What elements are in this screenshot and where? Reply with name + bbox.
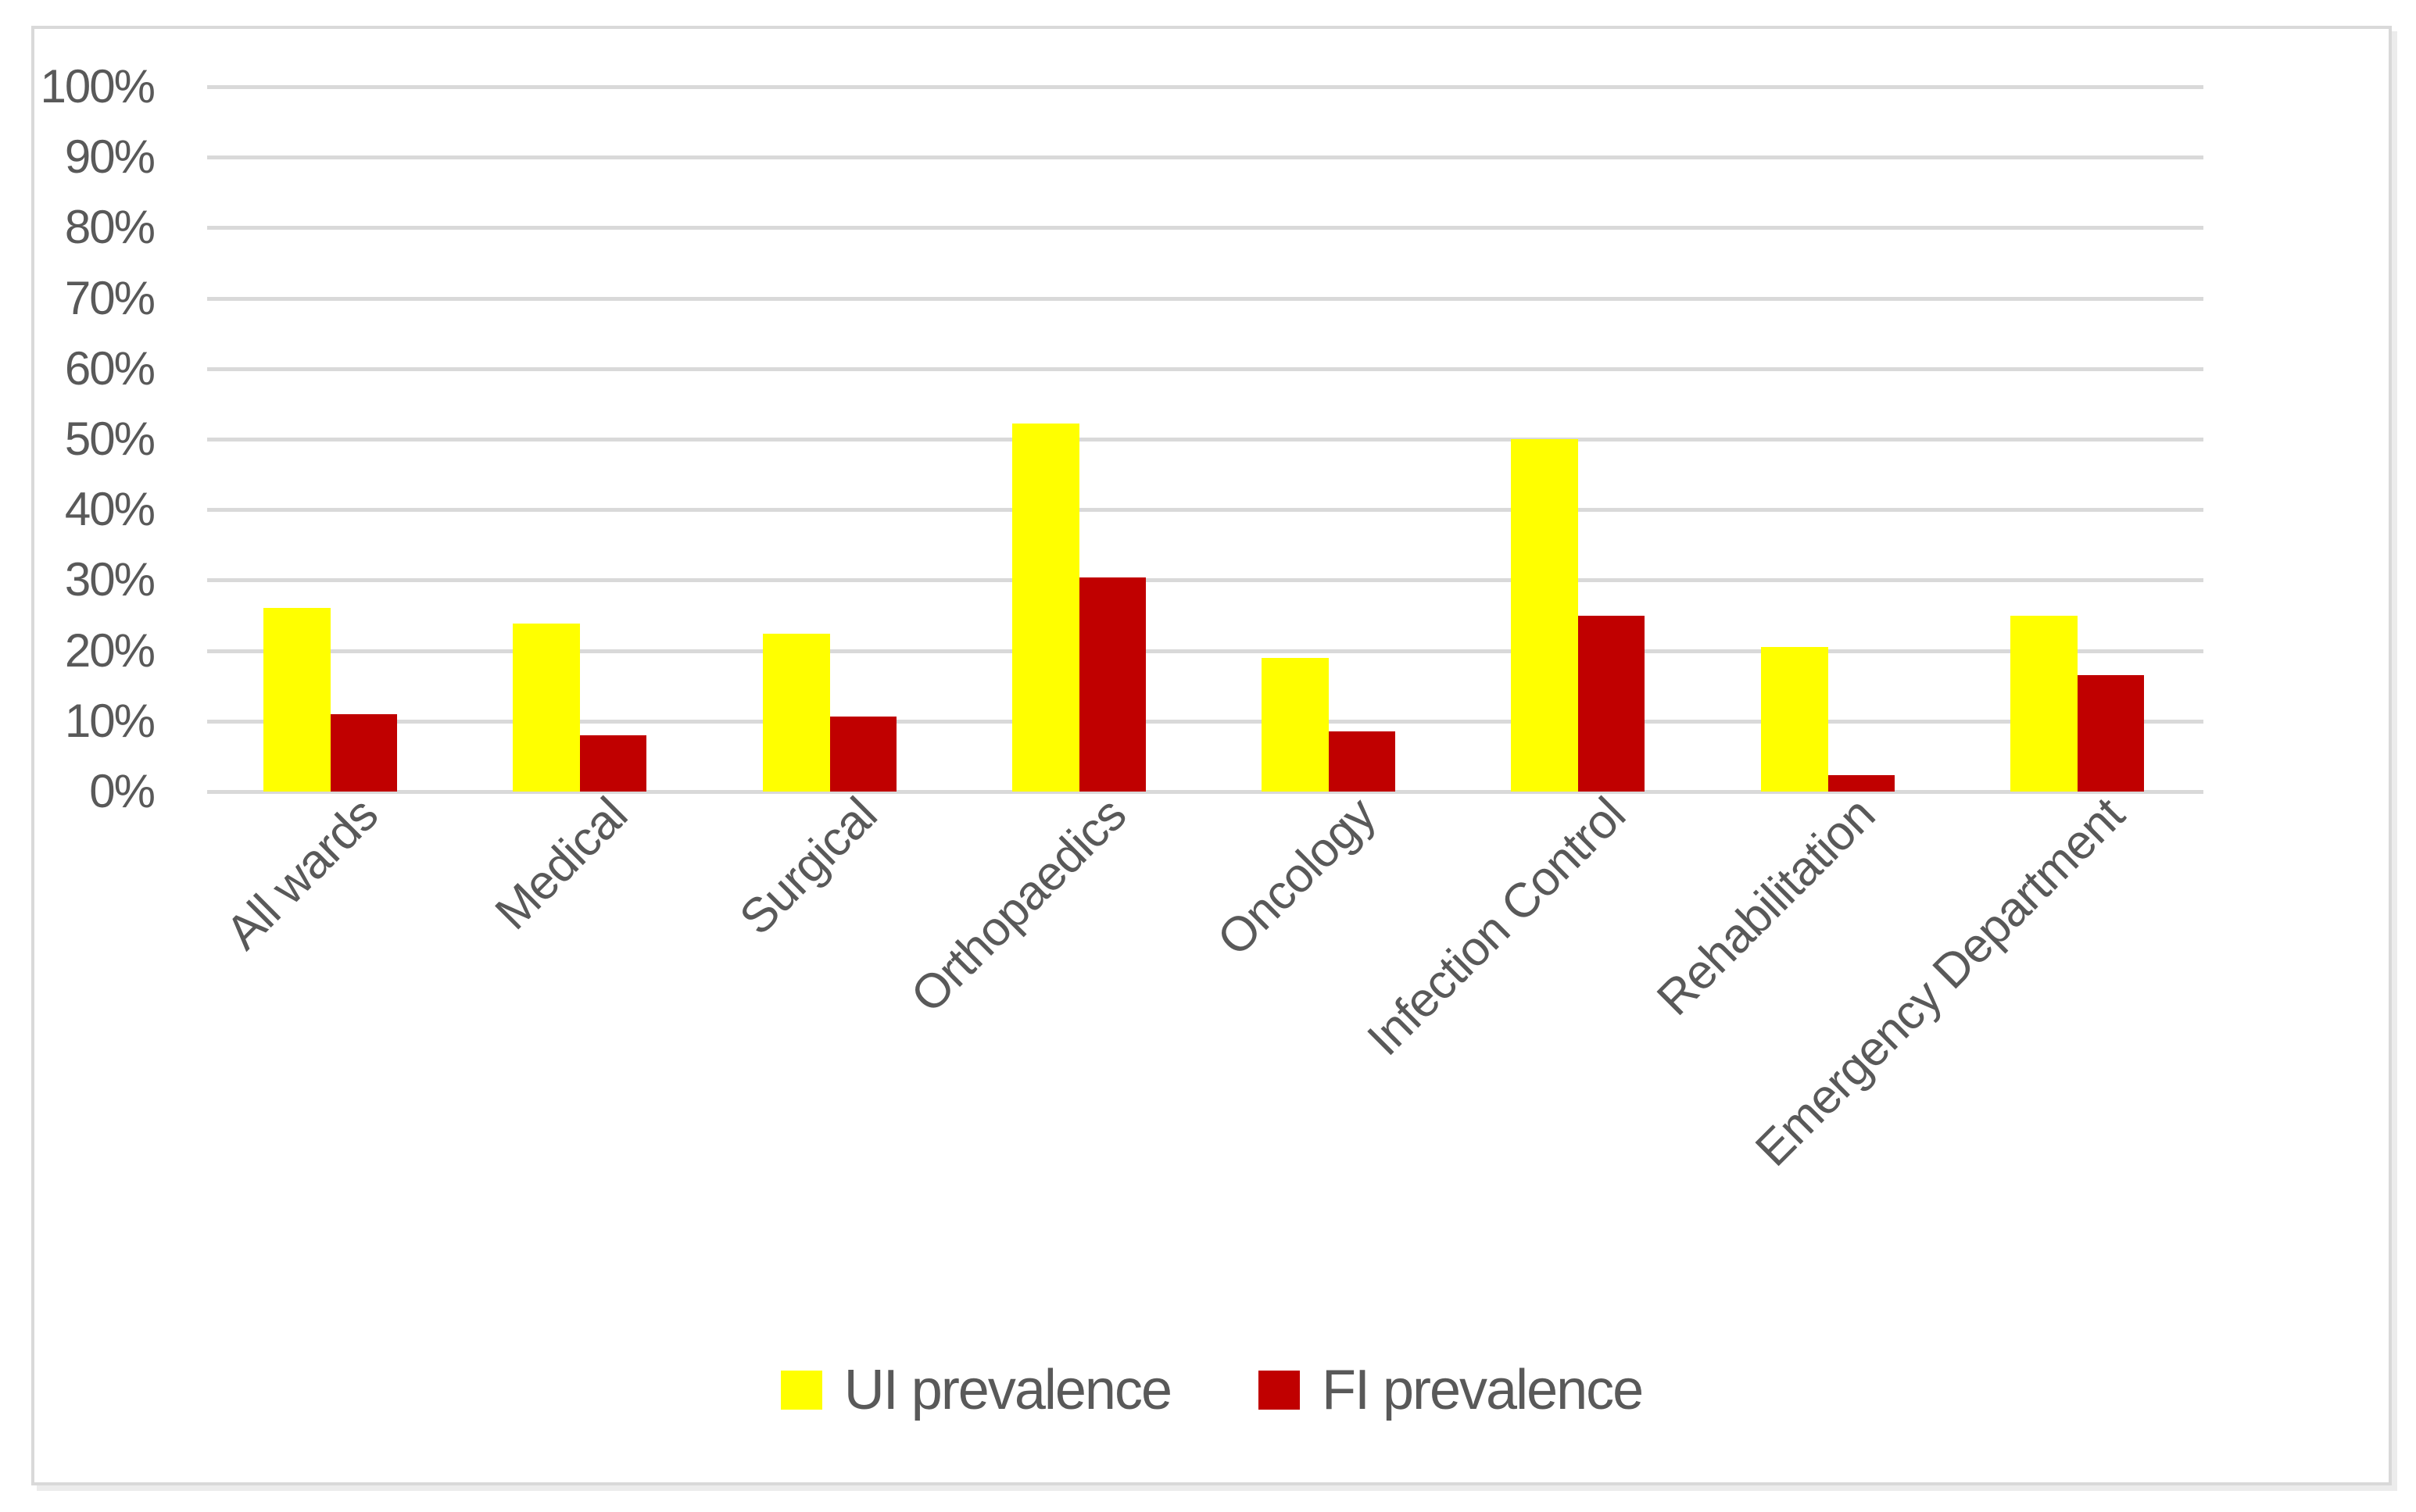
- x-axis-label: Oncology: [1207, 788, 1387, 967]
- x-axis-label: Surgical: [729, 788, 887, 945]
- bar-ui-4: [1262, 657, 1329, 792]
- bar-ui-5: [1511, 439, 1579, 792]
- x-axis-label: Rehabilitation: [1647, 788, 1885, 1026]
- x-axis-label: Medical: [485, 788, 638, 941]
- x-axis-label: Orthopaedics: [900, 788, 1136, 1024]
- y-axis-tick-label: 20%: [64, 624, 156, 677]
- bar-fi-4: [1329, 731, 1395, 792]
- gridline: [207, 649, 2203, 653]
- legend-item-ui: UI prevalence: [780, 1359, 1172, 1421]
- bar-ui-2: [762, 633, 830, 792]
- legend-label: FI prevalence: [1322, 1359, 1644, 1421]
- bar-fi-6: [1827, 775, 1895, 792]
- plot-area: [207, 85, 2203, 794]
- gridline: [207, 790, 2203, 794]
- gridline: [207, 85, 2203, 89]
- chart-frame: 100% 90% 80% 70% 60% 50% 40% 30% 20% 10% 0% All wa…: [31, 26, 2392, 1485]
- legend: UI prevalence FI prevalence: [34, 1362, 2389, 1418]
- y-axis-tick-label: 60%: [64, 341, 156, 395]
- gridline: [207, 226, 2203, 231]
- gridline: [207, 438, 2203, 441]
- bar-fi-7: [2077, 675, 2144, 792]
- bar-ui-3: [1011, 424, 1079, 792]
- gridline: [207, 508, 2203, 513]
- bar-ui-1: [513, 624, 581, 792]
- legend-label: UI prevalence: [843, 1359, 1172, 1421]
- y-axis-tick-label: 70%: [64, 271, 156, 324]
- bar-fi-1: [580, 735, 647, 792]
- bar-fi-3: [1079, 577, 1146, 792]
- y-axis-tick-label: 30%: [64, 553, 156, 606]
- x-axis-label: All wards: [215, 788, 388, 960]
- y-axis-tick-label: 10%: [64, 694, 156, 747]
- y-axis-tick-label: 40%: [64, 483, 156, 536]
- bar-fi-2: [829, 717, 897, 792]
- bar-ui-6: [1760, 647, 1828, 792]
- bar-ui-0: [263, 608, 331, 792]
- bar-fi-0: [331, 713, 397, 792]
- legend-swatch-ui-icon: [780, 1371, 822, 1410]
- bar-fi-5: [1578, 615, 1645, 792]
- x-axis-label: Infection Control: [1357, 788, 1636, 1067]
- y-axis-tick-label: 90%: [64, 130, 156, 184]
- y-axis-tick-label: 0%: [89, 765, 156, 817]
- y-axis-tick-label: 100%: [40, 60, 156, 113]
- gridline: [207, 719, 2203, 724]
- gridline: [207, 296, 2203, 301]
- legend-item-fi: FI prevalence: [1258, 1359, 1644, 1421]
- y-axis-tick-label: 80%: [64, 201, 156, 254]
- gridline: [207, 155, 2203, 160]
- bar-ui-7: [2010, 615, 2078, 792]
- gridline: [207, 578, 2203, 583]
- legend-swatch-fi-icon: [1258, 1371, 1300, 1410]
- y-axis-tick-label: 50%: [64, 413, 156, 465]
- gridline: [207, 366, 2203, 371]
